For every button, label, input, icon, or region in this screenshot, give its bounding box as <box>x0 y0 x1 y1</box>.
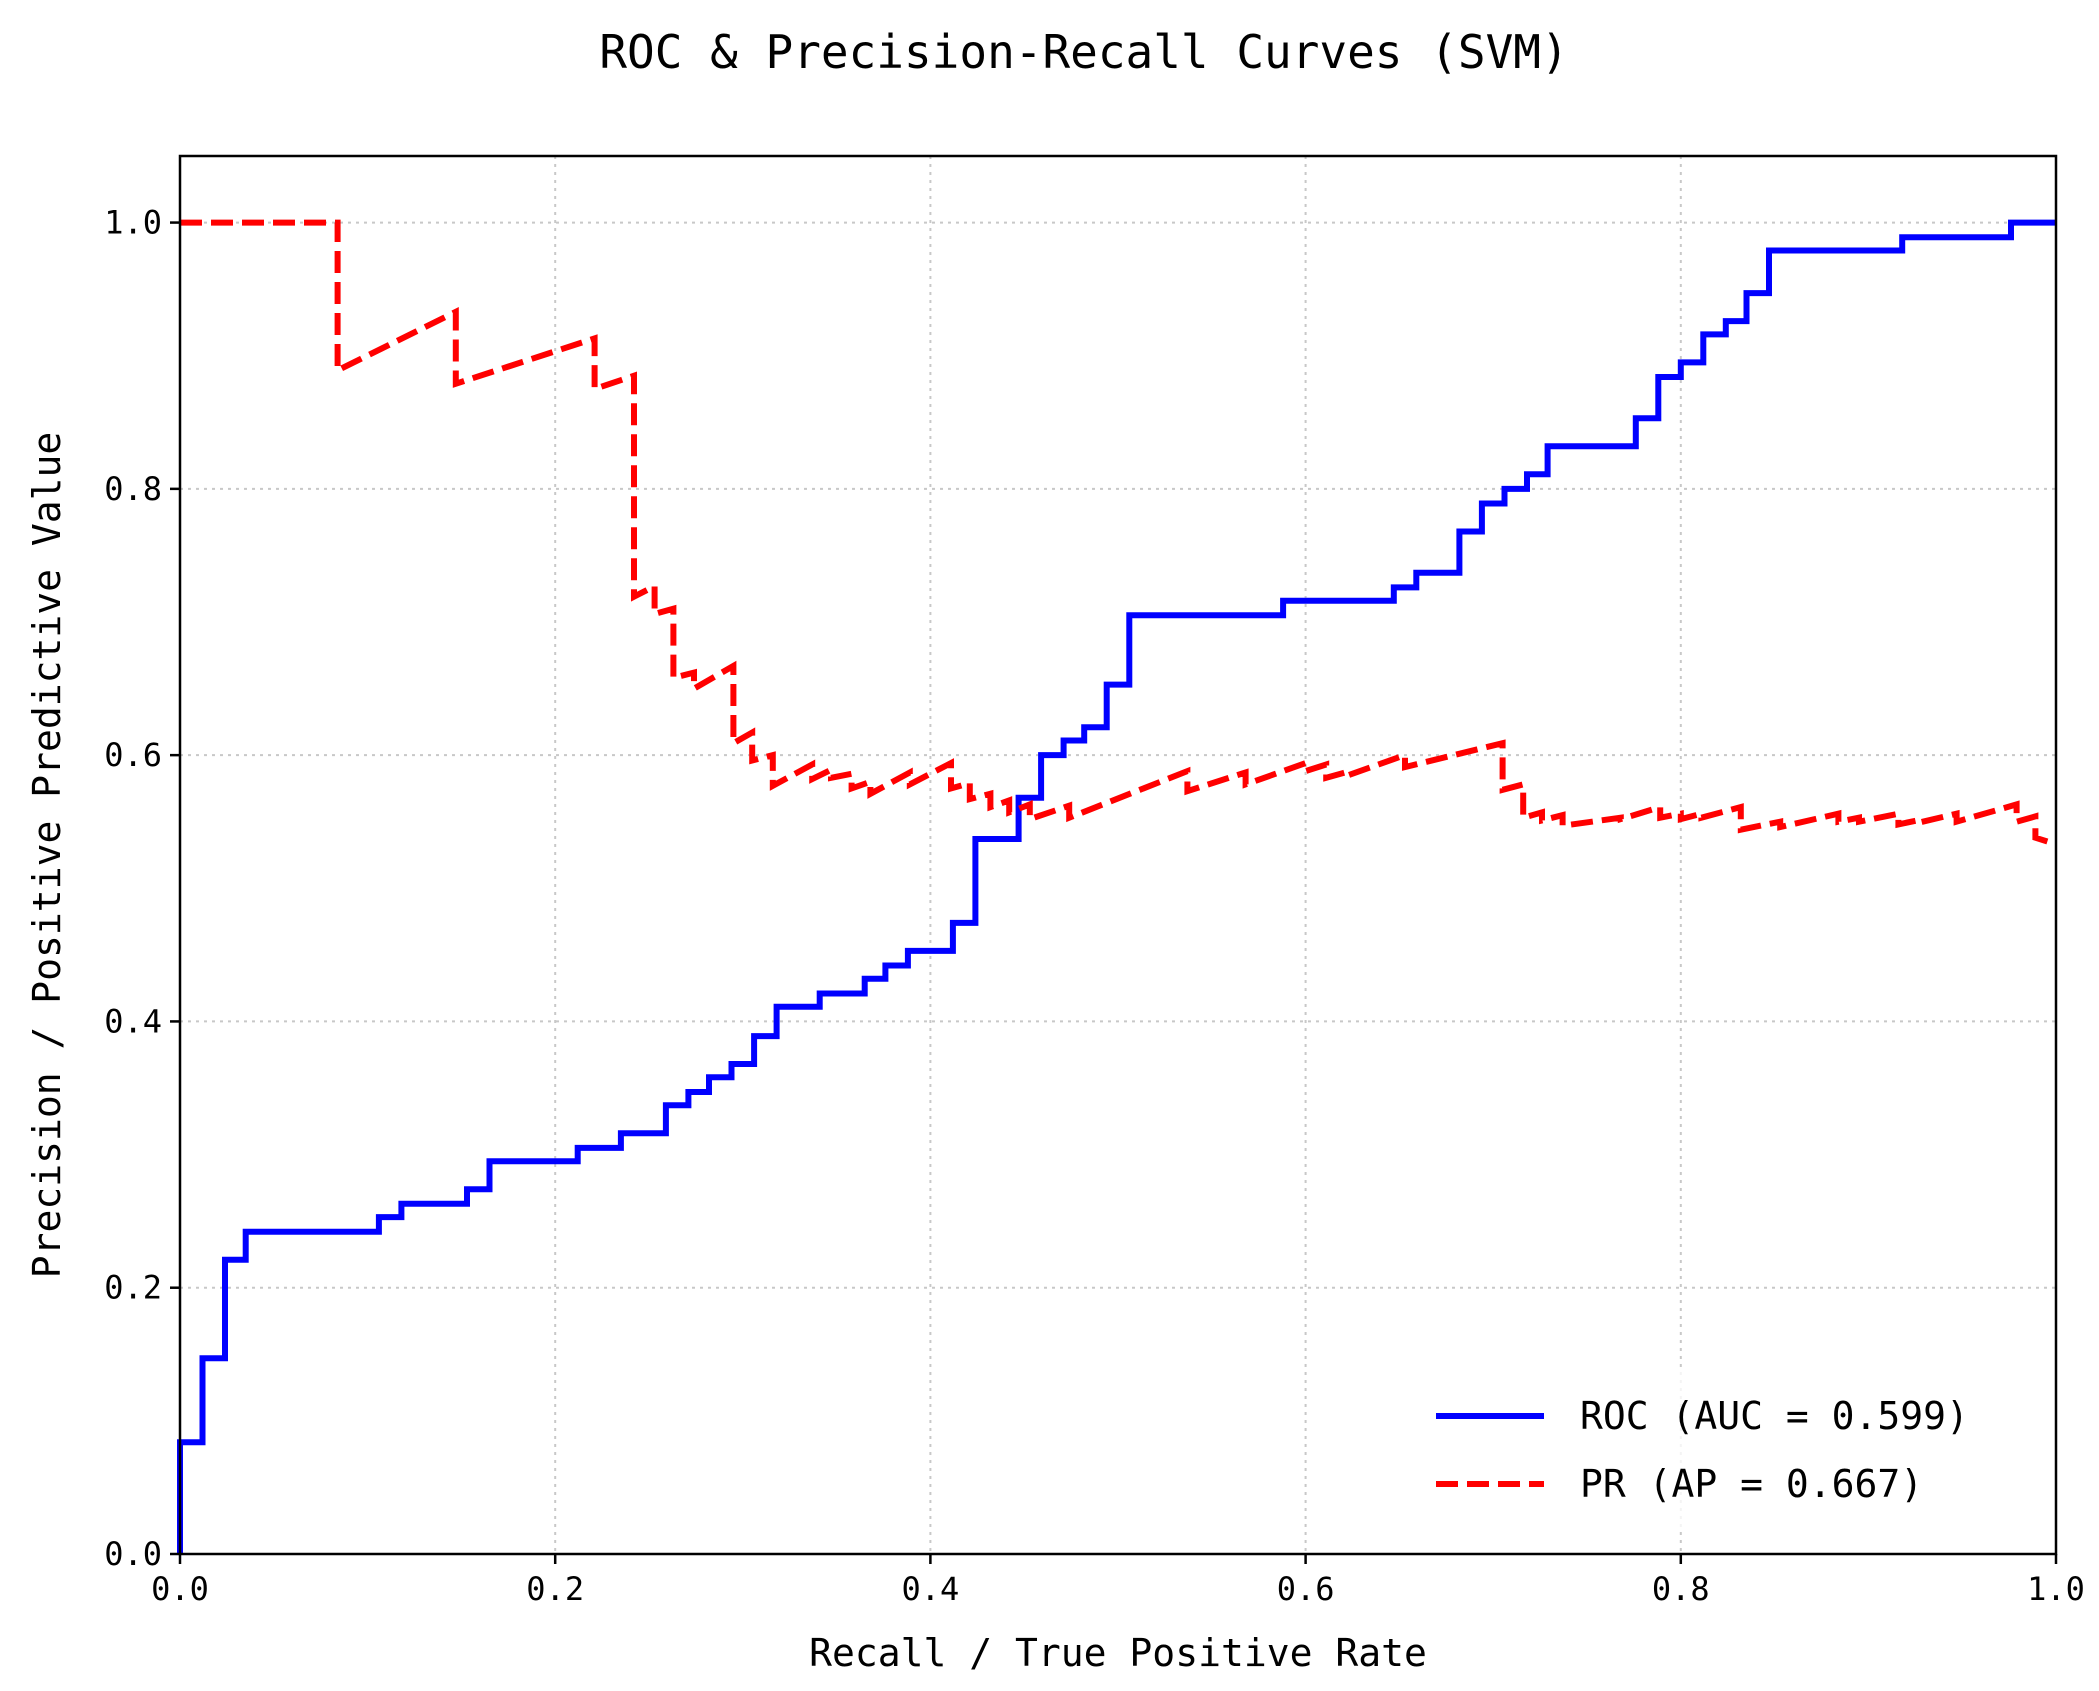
x-tick-label: 0.8 <box>1652 1570 1710 1608</box>
roc-curve <box>177 219 2056 1554</box>
legend-box <box>1418 1371 2038 1531</box>
chart-title: ROC & Precision-Recall Curves (SVM) <box>599 25 1568 79</box>
y-tick-label: 1.0 <box>104 204 162 242</box>
x-tick-label: 1.0 <box>2027 1570 2085 1608</box>
x-tick-label: 0.4 <box>902 1570 960 1608</box>
roc-legend-label: ROC (AUC = 0.599) <box>1580 1394 1969 1438</box>
y-tick-label: 0.6 <box>104 736 162 774</box>
x-tick-label: 0.6 <box>1277 1570 1335 1608</box>
x-axis-label: Recall / True Positive Rate <box>809 1631 1427 1675</box>
series-layer <box>177 219 2057 1554</box>
y-tick-label: 0.0 <box>104 1535 162 1573</box>
axis-ticks: 0.0 0.2 0.4 0.6 0.8 1.0 0.0 0.2 0.4 0.6 0.8 1.0 <box>104 204 2085 1608</box>
x-tick-label: 0.0 <box>151 1570 209 1608</box>
legend: ROC (AUC = 0.599) PR (AP = 0.667) <box>1418 1371 2038 1531</box>
plot-frame <box>178 154 2058 1556</box>
y-tick-label: 0.4 <box>104 1002 162 1040</box>
y-tick-label: 0.8 <box>104 470 162 508</box>
pr-legend-label: PR (AP = 0.667) <box>1580 1462 1923 1506</box>
x-tick-label: 0.2 <box>526 1570 584 1608</box>
y-tick-label: 0.2 <box>104 1269 162 1307</box>
pr-curve <box>180 219 2057 848</box>
y-axis-label: Precision / Positive Predictive Value <box>25 432 69 1278</box>
